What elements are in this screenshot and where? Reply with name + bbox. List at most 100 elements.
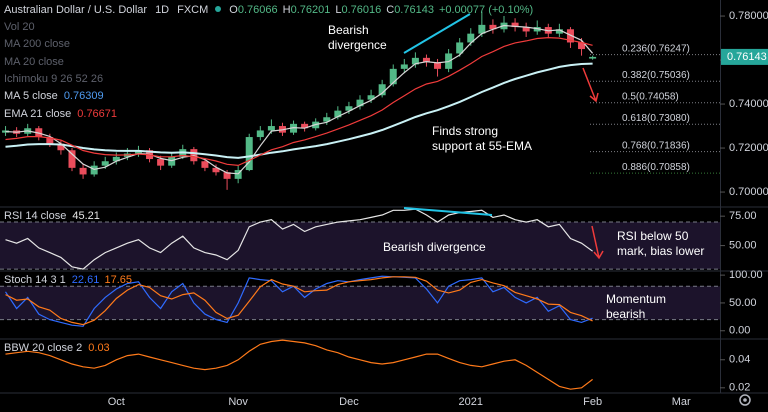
candle-body	[511, 22, 519, 28]
legend-label: Ichimoku 9 26 52 26	[4, 72, 104, 85]
y-tick-label: 0.02	[729, 382, 750, 394]
y-tick-label: 0.74000	[729, 98, 768, 110]
ohlc-value: 0.76143	[394, 4, 434, 16]
y-tick-label: 50.00	[729, 297, 757, 309]
ohlc-label: O	[229, 4, 238, 16]
legend-value: 0.76671	[77, 107, 118, 120]
x-tick-label: Nov	[228, 396, 248, 408]
candle-body	[112, 156, 120, 162]
candle-body	[234, 170, 242, 179]
candle-body	[367, 95, 375, 100]
indicator-line	[5, 275, 593, 327]
indicator-line	[5, 208, 593, 270]
fib-label: 0.886(0.70858)	[622, 162, 690, 173]
candle-body	[411, 57, 419, 65]
candle-body	[389, 68, 397, 85]
indicator-title: BBW 20 close 2	[4, 342, 82, 354]
ohlc-value: 0.76201	[290, 4, 331, 16]
annotation: Finds strong	[432, 124, 498, 138]
annotation: Momentum	[606, 292, 666, 306]
candle-body	[267, 126, 275, 131]
candle-body	[46, 137, 54, 144]
candle-body	[90, 165, 98, 175]
candle-body	[101, 161, 109, 166]
indicator-legend: BBW 20 close 2 0.03	[4, 342, 110, 354]
interval: 1D	[155, 4, 170, 16]
symbol-header: Australian Dollar / U.S. Dollar 1D FXCM O 0.…	[4, 4, 538, 16]
indicator-legend: Stoch 14 3 1 22.61 17.65	[4, 274, 132, 286]
indicator-legend: RSI 14 close 45.21	[4, 210, 100, 222]
annotation: divergence	[328, 38, 387, 52]
candle-body	[422, 57, 430, 63]
candle-body	[356, 99, 364, 107]
fib-label: 0.236(0.76247)	[622, 43, 690, 54]
legend-row: MA 20 close	[4, 56, 70, 68]
legend-label: Vol 20	[4, 21, 35, 33]
indicator-band	[0, 286, 720, 320]
candle-body	[478, 24, 486, 34]
gear-icon	[743, 398, 747, 402]
legend-row: MA 5 close 0.76309	[4, 90, 110, 102]
annotation: Bearish	[328, 23, 369, 37]
legend-value: 0.76309	[63, 90, 104, 103]
candle-body	[301, 123, 309, 129]
legend-row: EMA 21 close 0.76671	[4, 108, 123, 120]
fib-label: 0.618(0.73080)	[622, 113, 690, 124]
trend-line	[403, 207, 493, 216]
candle-body	[68, 150, 76, 168]
x-tick-label: 2021	[459, 396, 483, 408]
line-series	[5, 36, 593, 167]
plot: 0.700000.720000.740000.760000.780000.236…	[0, 10, 768, 408]
gear-icon	[739, 394, 751, 406]
legend-row: MA 200 close	[4, 38, 76, 50]
last-price-box	[721, 48, 768, 65]
y-tick-label: 100.00	[729, 269, 763, 281]
candle-body	[533, 27, 541, 32]
y-tick-label: 0.72000	[729, 142, 768, 154]
change: +0.00077 (+0.10%)	[438, 4, 534, 16]
indicator-title: RSI 14 close	[4, 210, 66, 222]
candle-body	[345, 106, 353, 111]
indicator-value: 22.61	[72, 274, 99, 286]
candle-body	[467, 33, 475, 43]
candle-body	[334, 110, 342, 118]
annotation: support at 55-EMA	[432, 139, 532, 153]
candle-body	[290, 123, 298, 133]
indicator-value: 45.21	[72, 210, 100, 222]
symbol-title: Australian Dollar / U.S. Dollar	[4, 4, 148, 16]
candle-body	[79, 167, 87, 175]
candle-body	[256, 130, 264, 138]
y-tick-label: 50.00	[729, 239, 757, 251]
candle-body	[57, 143, 65, 151]
candle-body	[566, 29, 574, 43]
indicator-value: 17.65	[105, 274, 133, 286]
settings-button[interactable]	[739, 394, 751, 406]
candle-body	[434, 62, 442, 69]
x-tick-label: Feb	[583, 396, 602, 408]
indicator-title: Stoch 14 3 1	[4, 274, 66, 286]
x-tick-label: Dec	[339, 396, 359, 408]
ohlc-label: L	[335, 4, 342, 16]
fib-label: 0.768(0.71836)	[622, 140, 690, 151]
fib-label: 0.5(0.74058)	[622, 91, 679, 102]
x-tick-label: Mar	[672, 396, 691, 408]
legend-row: Ichimoku 9 26 52 26	[4, 73, 109, 85]
market-status	[215, 6, 222, 12]
annotation: mark, bias lower	[617, 244, 704, 258]
candle-body	[456, 42, 464, 54]
candle-body	[157, 159, 165, 166]
candle-body	[589, 56, 597, 59]
indicator-line	[5, 339, 593, 390]
source: FXCM	[177, 4, 209, 16]
y-tick-label: 75.00	[729, 210, 757, 222]
arrow	[582, 67, 599, 103]
fib-label: 0.382(0.75036)	[622, 70, 690, 81]
legend-label: MA 20 close	[4, 55, 64, 68]
ohlc-label: H	[282, 4, 291, 16]
y-tick-label: 0.04	[729, 354, 750, 366]
candle-body	[578, 42, 586, 50]
candle-body	[223, 172, 231, 179]
